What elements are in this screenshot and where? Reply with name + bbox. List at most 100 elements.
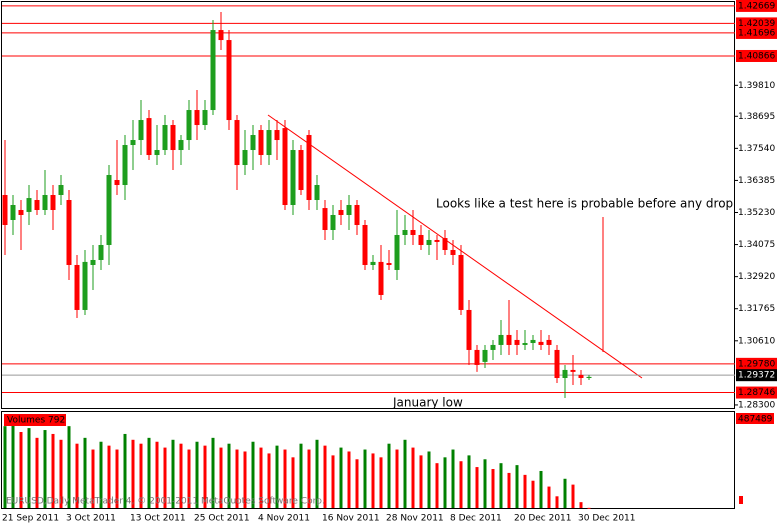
candle-body (162, 125, 168, 151)
volume-bar (179, 443, 183, 508)
x-tick-label: 28 Nov 2011 (386, 514, 444, 524)
last-price-bg (736, 369, 777, 382)
volume-bar (11, 422, 15, 508)
volume-bar (131, 439, 135, 508)
level-label-bg (736, 26, 777, 39)
candle-body (82, 261, 88, 310)
candle-body (210, 30, 216, 111)
level-label: 1.29780 (738, 359, 775, 369)
candle-body (138, 120, 144, 141)
candle-body (546, 339, 552, 345)
candle-body (474, 349, 480, 365)
candle-body (514, 339, 520, 345)
candle-body (194, 110, 200, 126)
candle-body (306, 135, 312, 201)
candle-body (570, 369, 576, 372)
candle-body (442, 238, 448, 250)
candle-body (266, 130, 272, 156)
volume-bar (475, 467, 479, 508)
volume-bar (67, 426, 71, 508)
candle-body (394, 234, 400, 270)
volume-bar (435, 463, 439, 508)
volume-bar (587, 507, 591, 509)
volume-bar (571, 484, 575, 508)
volume-bar (203, 445, 207, 508)
candle-body (418, 234, 424, 245)
candle-body (538, 341, 544, 345)
volume-bar (139, 443, 143, 508)
candle-body (2, 195, 8, 225)
volume-bar (291, 457, 295, 508)
volume-bar (171, 439, 175, 508)
volume-bar (123, 433, 127, 508)
x-tick-label: 30 Dec 2011 (578, 514, 636, 524)
y-tick-label: 1.30610 (738, 336, 775, 346)
volume-bar (163, 447, 167, 508)
volume-tick-label: 487489 (738, 415, 773, 425)
level-label-bg (736, 357, 777, 370)
candle-body (34, 200, 40, 210)
volume-bar (451, 449, 455, 508)
volume-bar (259, 447, 263, 508)
volume-bar (75, 443, 79, 508)
volume-bar (331, 455, 335, 508)
candle-body (578, 374, 584, 379)
volume-bar (339, 447, 343, 508)
candle-body (58, 185, 64, 196)
volume-bar (83, 437, 87, 508)
y-tick-label: 1.28300 (738, 400, 775, 410)
volume-bar (267, 453, 271, 508)
candle-body (250, 135, 256, 151)
candle-body (338, 209, 344, 215)
candle-body (26, 198, 32, 212)
candle-body (122, 145, 128, 186)
candle-body (202, 110, 208, 126)
candle-body (346, 205, 352, 215)
candle-body (410, 229, 416, 235)
level-label: 1.40866 (738, 51, 775, 61)
volume-bar (307, 449, 311, 508)
volume-bar (195, 441, 199, 508)
y-tick-label: 1.31765 (738, 304, 775, 314)
candle-body (482, 349, 488, 362)
x-tick-label: 16 Nov 2011 (322, 514, 380, 524)
volume-panel-frame (1, 411, 735, 509)
candle-body (402, 229, 408, 235)
volume-bar (187, 449, 191, 508)
candle-body (386, 263, 392, 265)
volume-bar (107, 445, 111, 508)
candle-body (74, 264, 80, 310)
volume-bar (3, 426, 7, 508)
volume-bar (579, 502, 583, 508)
x-tick-label: 21 Sep 2011 (2, 514, 59, 524)
volume-bar (531, 480, 535, 508)
candle-body (242, 150, 248, 166)
y-tick-label: 1.39810 (738, 81, 775, 91)
volume-bar (99, 441, 103, 508)
volume-bar (275, 445, 279, 508)
candle-body (466, 309, 472, 350)
x-tick-label: 20 Dec 2011 (514, 514, 572, 524)
candle-body (90, 259, 96, 265)
volume-bar (443, 457, 447, 508)
candle-body (450, 249, 456, 255)
candle-body (458, 254, 464, 310)
volume-bar (91, 449, 95, 508)
volume-bar (459, 461, 463, 508)
volume-tick-bg (736, 413, 774, 424)
volume-bar (19, 431, 23, 508)
volume-bar (427, 451, 431, 508)
volume-bar (115, 449, 119, 508)
x-tick-label: 8 Dec 2011 (450, 514, 502, 524)
volume-bar (555, 496, 559, 508)
volume-bar (283, 449, 287, 508)
candle-body (378, 261, 384, 295)
volume-bar (147, 437, 151, 508)
volume-bar (35, 437, 39, 508)
candle-body (234, 120, 240, 166)
volume-bar (371, 453, 375, 508)
level-label-bg (736, 49, 777, 62)
level-label-bg (736, 0, 777, 12)
candle-body (186, 110, 192, 141)
